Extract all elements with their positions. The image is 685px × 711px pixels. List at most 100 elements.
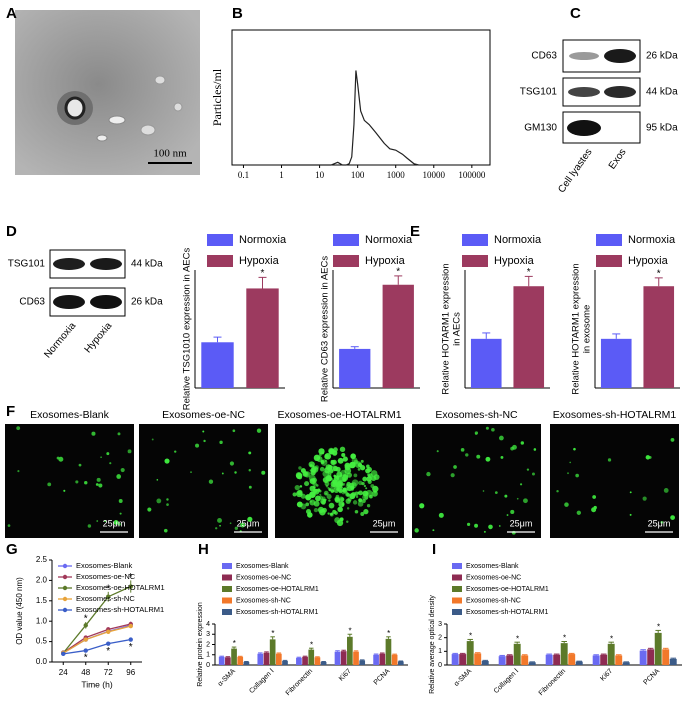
fluorescent-spot bbox=[357, 491, 360, 494]
fluorescent-spot bbox=[300, 493, 306, 499]
bar bbox=[308, 649, 315, 665]
significance-mark: * bbox=[516, 634, 519, 643]
legend-swatch bbox=[596, 255, 622, 267]
fluorescent-spot bbox=[352, 500, 358, 505]
y-tick-label: 3 bbox=[206, 631, 210, 638]
legend-swatch bbox=[333, 255, 359, 267]
fluorescent-spot bbox=[341, 452, 346, 458]
fluorescent-spot bbox=[350, 482, 357, 489]
legend-marker bbox=[62, 574, 68, 580]
fluorescent-spot bbox=[202, 430, 205, 433]
y-tick-label: 0 bbox=[206, 662, 210, 669]
fluorescent-spot bbox=[166, 503, 169, 506]
fluorescent-spot bbox=[305, 502, 310, 507]
fluorescent-spot bbox=[482, 490, 485, 492]
fluorescent-spot bbox=[156, 479, 159, 481]
significance-mark: * bbox=[349, 626, 352, 635]
fluorescent-spot bbox=[117, 432, 121, 436]
x-tick-label: Collagen Ⅰ bbox=[493, 668, 520, 695]
fluorescent-spot bbox=[373, 474, 380, 480]
image-background bbox=[5, 424, 134, 538]
data-point bbox=[128, 637, 133, 642]
fluorescent-spot bbox=[295, 472, 303, 480]
fluorescent-spot bbox=[248, 468, 251, 472]
x-tick-label: PCNA bbox=[643, 668, 662, 687]
legend-label: Exosomes-Blank bbox=[76, 561, 133, 570]
data-line bbox=[62, 585, 132, 654]
legend-label: Exosomes-sh-HOTALRM1 bbox=[76, 605, 164, 614]
fluorescent-spot bbox=[96, 520, 99, 522]
y-axis-label: OD value (450 nm) bbox=[15, 577, 24, 645]
fluorescent-spot bbox=[483, 530, 486, 533]
fluorescent-spot bbox=[338, 501, 345, 508]
fluorescent-spot bbox=[491, 427, 495, 432]
fluorescent-spot bbox=[328, 499, 331, 502]
significance-mark: * bbox=[106, 646, 110, 657]
bar bbox=[269, 639, 276, 665]
x-tick-label: 24 bbox=[59, 668, 68, 677]
image-background bbox=[139, 424, 268, 538]
legend-marker bbox=[62, 585, 68, 591]
fluorescent-spot bbox=[332, 509, 337, 514]
legend-swatch bbox=[452, 586, 462, 592]
y-tick-label: 0.5 bbox=[36, 637, 48, 646]
fluorescent-spot bbox=[151, 438, 154, 441]
fluorescence-image bbox=[550, 424, 679, 538]
fluorescent-spot bbox=[500, 455, 504, 459]
fluorescent-spot bbox=[362, 494, 369, 501]
fluorescent-spot bbox=[333, 475, 340, 482]
fluorescent-spot bbox=[116, 474, 122, 479]
image-title: Exosomes-sh-HOTALRM1 bbox=[553, 409, 677, 421]
fluorescent-spot bbox=[660, 521, 664, 524]
fluorescent-spot bbox=[523, 498, 528, 504]
legend-swatch bbox=[452, 574, 462, 581]
fluorescent-spot bbox=[113, 520, 119, 525]
fluorescent-spot bbox=[330, 512, 333, 516]
fluorescent-spot bbox=[346, 481, 351, 487]
scale-bar-label: 100 nm bbox=[153, 148, 187, 160]
scale-bar-label: 25μm bbox=[648, 518, 671, 528]
significance-mark: * bbox=[387, 629, 390, 638]
bar bbox=[498, 656, 506, 665]
legend-marker bbox=[62, 563, 68, 569]
fluorescent-spot bbox=[354, 461, 362, 468]
fluorescent-spot bbox=[95, 483, 99, 486]
fluorescent-spot bbox=[120, 467, 125, 473]
y-tick-label: 4 bbox=[206, 621, 210, 628]
fluorescent-spot bbox=[330, 489, 335, 493]
bar bbox=[521, 655, 529, 665]
bar bbox=[385, 638, 392, 665]
legend-swatch bbox=[222, 563, 232, 569]
y-tick-label: 2 bbox=[438, 635, 442, 642]
fluorescent-spot bbox=[119, 512, 122, 515]
data-point bbox=[106, 594, 111, 599]
fluorescent-spot bbox=[363, 484, 367, 488]
significance-mark: * bbox=[610, 634, 613, 643]
image-background bbox=[412, 424, 541, 538]
image-background bbox=[550, 424, 679, 538]
bar bbox=[639, 650, 647, 665]
legend-label: Normoxia bbox=[365, 234, 413, 246]
bar bbox=[379, 653, 386, 665]
x-tick-label: Fibronectin bbox=[285, 668, 315, 698]
fluorescent-spot bbox=[367, 479, 372, 485]
x-tick-label: 100000 bbox=[458, 170, 486, 180]
fluorescent-spot bbox=[234, 526, 239, 530]
fluorescent-spot bbox=[294, 485, 300, 491]
bar bbox=[600, 654, 608, 665]
fluorescent-spot bbox=[247, 516, 253, 522]
fluorescent-spot bbox=[299, 485, 303, 488]
fluorescent-spot bbox=[219, 440, 223, 445]
fluorescent-spot bbox=[519, 483, 523, 486]
fluorescent-spot bbox=[305, 494, 312, 501]
y-axis-label: Relative HOTARM1 expression bbox=[571, 263, 582, 394]
fluorescent-spot bbox=[156, 498, 162, 504]
image-title: Exosomes-oe-NC bbox=[162, 409, 245, 421]
fluorescent-spot bbox=[256, 428, 262, 433]
fluorescent-spot bbox=[474, 523, 478, 528]
fluorescent-spot bbox=[506, 514, 509, 516]
bar bbox=[218, 656, 225, 665]
legend-label: Exosomes-Blank bbox=[466, 563, 519, 570]
panel-label: A bbox=[6, 5, 17, 22]
